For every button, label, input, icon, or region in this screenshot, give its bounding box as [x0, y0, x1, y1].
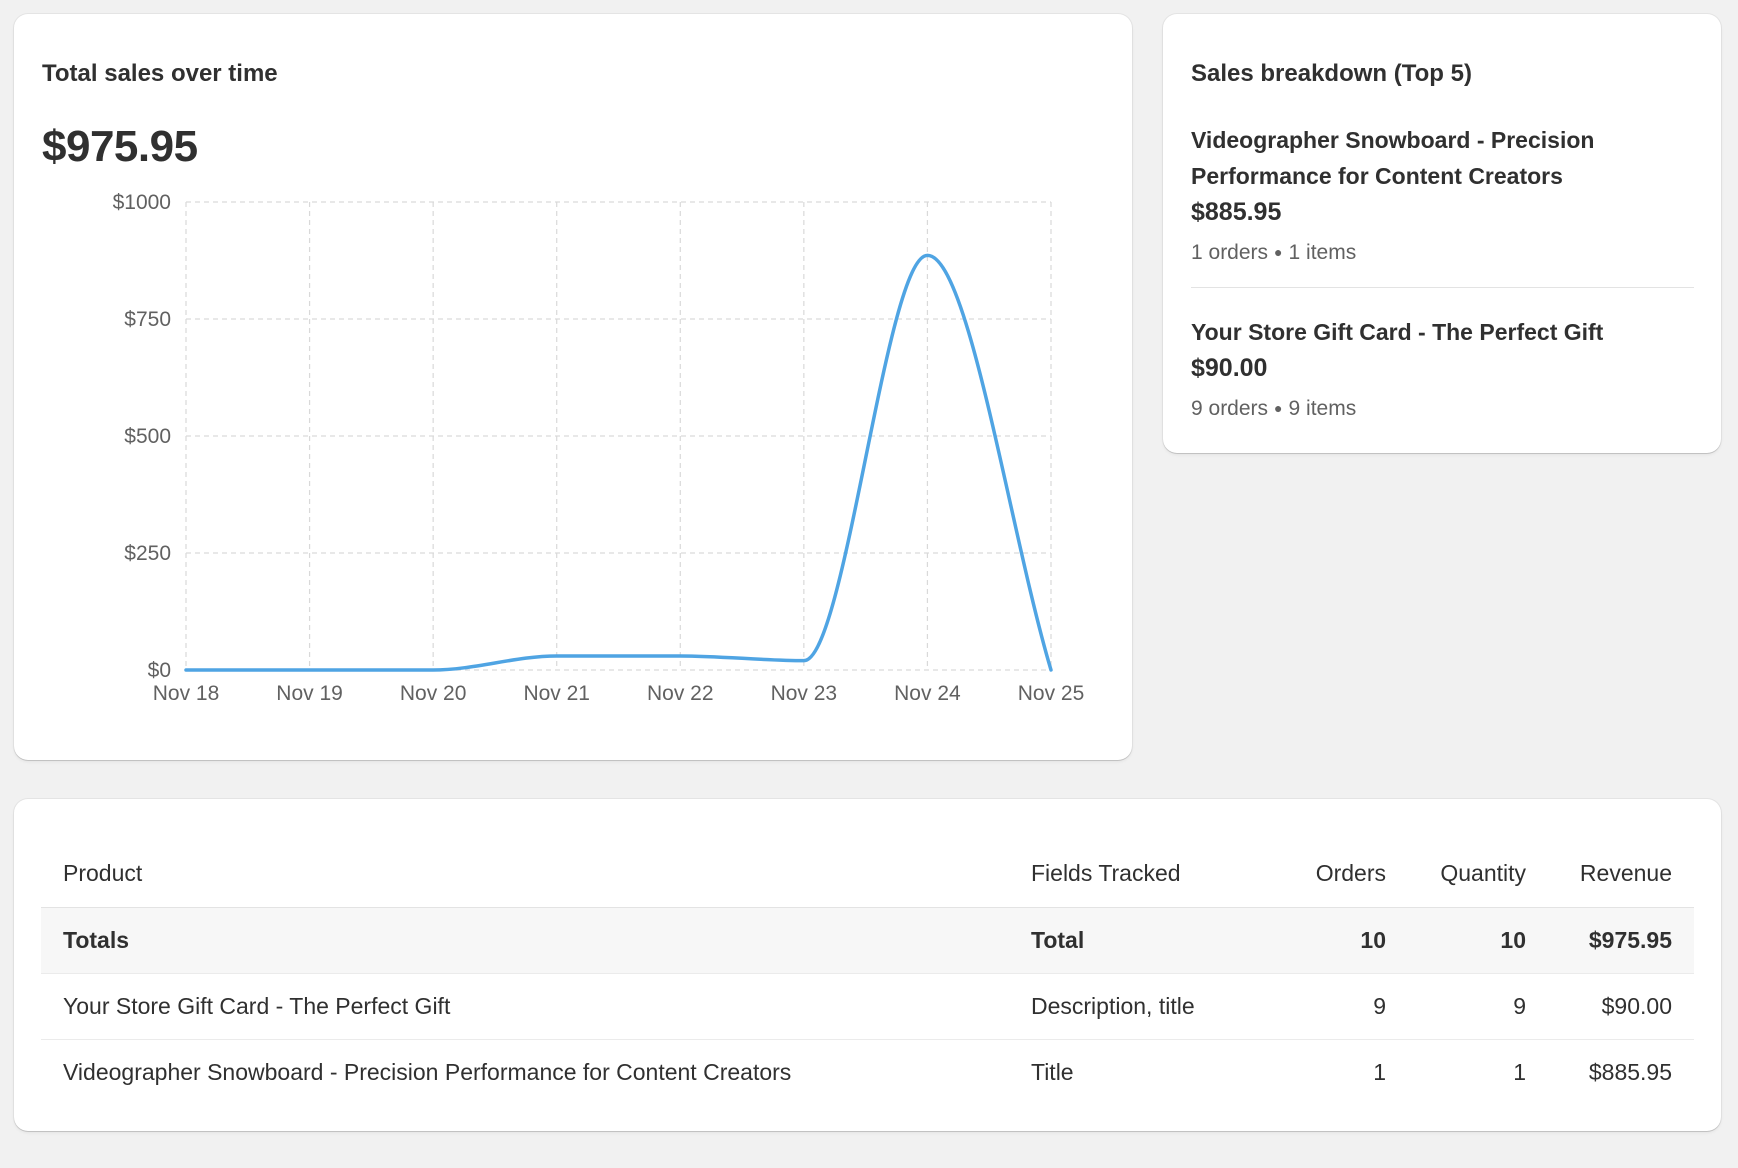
totals-quantity: 10	[1386, 907, 1526, 974]
sales-series-line	[184, 253, 1053, 672]
y-tick-label: $1000	[113, 191, 171, 214]
chart-grid	[185, 201, 1052, 671]
breakdown-list: Videographer Snowboard - Precision Perfo…	[1191, 122, 1694, 443]
y-tick-label: $0	[148, 659, 171, 682]
breakdown-item-name-cont: Performance for Content Creators	[1191, 163, 1563, 189]
breakdown-item-items: 1 items	[1288, 241, 1357, 264]
row-quantity: 1	[1513, 1058, 1526, 1085]
column-header-quantity[interactable]: Quantity	[1386, 841, 1526, 908]
row-fields-tracked: Description, title	[1031, 973, 1261, 1040]
breakdown-item[interactable]: Videographer Snowboard - Precision Perfo…	[1191, 122, 1694, 287]
row-quantity: 9	[1386, 973, 1526, 1040]
breakdown-item-name: Videographer Snowboard - Precision	[1191, 127, 1595, 153]
bullet-dot-icon: ●	[1274, 400, 1283, 416]
breakdown-item-orders: 9 orders	[1191, 397, 1269, 420]
row-product: Videographer Snowboard - Precision Perfo…	[63, 1058, 792, 1085]
breakdown-item-items: 9 items	[1288, 397, 1357, 420]
row-fields-tracked: Title	[1031, 1058, 1074, 1085]
chart-series	[184, 253, 1053, 672]
table-row[interactable]: Videographer Snowboard - Precision Perfo…	[41, 1039, 1694, 1105]
column-header-revenue[interactable]: Revenue	[1526, 841, 1694, 908]
total-sales-value: $975.95	[42, 122, 198, 171]
x-tick-label: Nov 23	[771, 682, 838, 705]
bullet-dot-icon: ●	[1274, 244, 1283, 260]
y-tick-label: $500	[124, 425, 171, 448]
row-orders: 1	[1373, 1058, 1386, 1085]
breakdown-item-orders: 1 orders	[1191, 241, 1269, 264]
x-tick-label: Nov 22	[647, 682, 714, 705]
product-sales-table-card: Product Fields Tracked Orders Quantity R…	[14, 799, 1721, 1131]
chart-card-title: Total sales over time	[42, 60, 278, 87]
x-tick-label: Nov 21	[523, 682, 590, 705]
breakdown-item-name: Your Store Gift Card - The Perfect Gift	[1191, 319, 1604, 345]
totals-revenue: $975.95	[1526, 907, 1694, 974]
totals-fields: Total	[1031, 907, 1261, 974]
totals-row: Totals Total 10 10 $975.95	[41, 907, 1694, 974]
breakdown-item-amount: $885.95	[1191, 198, 1282, 226]
breakdown-item[interactable]: Your Store Gift Card - The Perfect Gift …	[1191, 287, 1694, 443]
breakdown-item-meta: 9 orders ● 9 items	[1191, 394, 1694, 423]
x-tick-label: Nov 19	[276, 682, 343, 705]
breakdown-item-meta: 1 orders ● 1 items	[1191, 238, 1694, 267]
row-revenue: $90.00	[1526, 973, 1694, 1040]
column-header-orders[interactable]: Orders	[1261, 841, 1386, 908]
sales-line-chart: $0$250$500$750$1000 Nov 18 Nov 19 Nov 20 No…	[113, 191, 1085, 705]
total-sales-card: Total sales over time $975.95 $0 $250 $500…	[14, 14, 1132, 760]
y-tick-label: $750	[124, 308, 171, 331]
x-tick-label: Nov 25	[1018, 682, 1085, 705]
x-tick-label: Nov 18	[153, 682, 220, 705]
row-product: Your Store Gift Card - The Perfect Gift	[41, 973, 1031, 1040]
row-revenue: $885.95	[1588, 1058, 1672, 1085]
column-header-product[interactable]: Product	[41, 841, 1031, 908]
y-tick-label: $250	[124, 542, 171, 565]
totals-orders: 10	[1261, 907, 1386, 974]
x-axis-labels: Nov 18 Nov 19 Nov 20 Nov 21 Nov 22 Nov 23 Nov …	[153, 682, 1085, 705]
y-axis-labels: $0 $250 $500 $750 $1000	[113, 191, 171, 682]
column-header-fields-tracked[interactable]: Fields Tracked	[1031, 841, 1261, 908]
breakdown-item-amount: $90.00	[1191, 354, 1268, 382]
product-sales-table: Product Fields Tracked Orders Quantity R…	[41, 841, 1694, 1105]
table-row[interactable]: Your Store Gift Card - The Perfect Gift …	[41, 973, 1694, 1040]
totals-label: Totals	[41, 907, 1031, 974]
x-tick-label: Nov 20	[400, 682, 467, 705]
table-header-row: Product Fields Tracked Orders Quantity R…	[41, 841, 1694, 908]
breakdown-title: Sales breakdown (Top 5)	[1191, 60, 1472, 87]
x-tick-label: Nov 24	[894, 682, 961, 705]
sales-breakdown-card: Sales breakdown (Top 5) Videographer Sno…	[1163, 14, 1721, 453]
row-orders: 9	[1261, 973, 1386, 1040]
